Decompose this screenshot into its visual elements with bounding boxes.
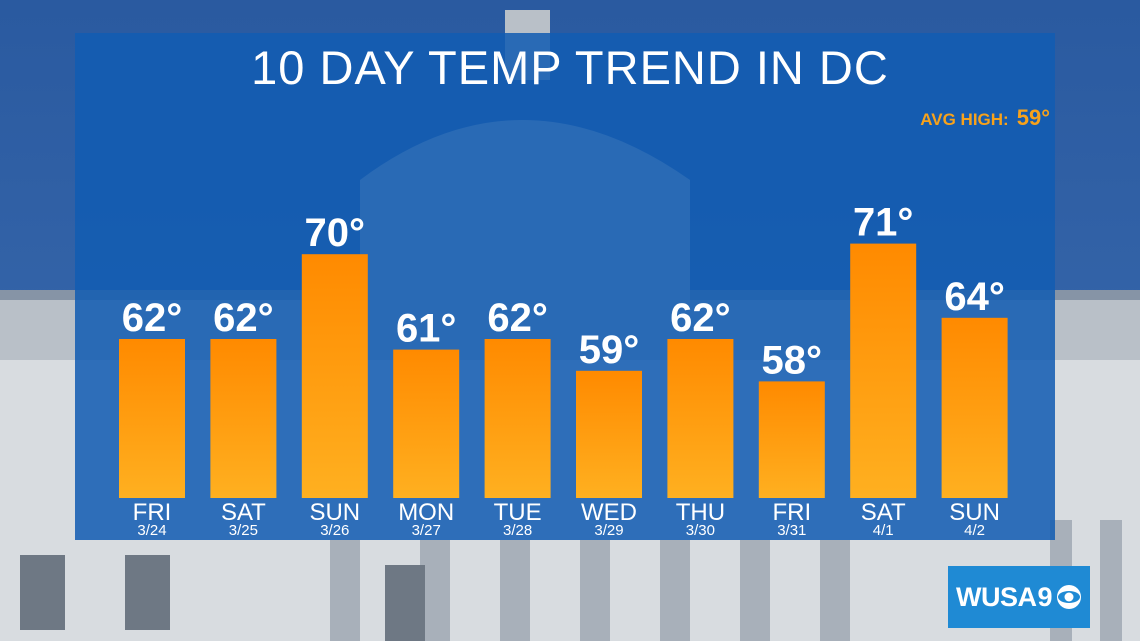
temp-value-label: 71° — [853, 201, 914, 245]
temp-value-label: 62° — [670, 296, 731, 340]
date-label: 3/29 — [594, 522, 623, 539]
temp-value-label: 61° — [396, 307, 457, 351]
date-label: 4/2 — [964, 522, 985, 539]
day-label: SAT — [861, 499, 906, 526]
date-label: 3/24 — [137, 522, 166, 539]
temp-bar — [393, 349, 460, 498]
avg-high-value: 59° — [1016, 105, 1050, 130]
day-label: FRI — [133, 499, 172, 526]
day-label: MON — [398, 499, 454, 526]
cbs-eye-icon — [1057, 585, 1082, 609]
date-label: 4/1 — [873, 522, 894, 539]
temp-bar — [941, 317, 1008, 498]
day-label: THU — [676, 499, 725, 526]
temp-bar — [119, 339, 185, 498]
temp-value-label: 59° — [579, 328, 640, 372]
day-label: WED — [581, 499, 637, 526]
temp-bar — [301, 254, 368, 498]
temp-value-label: 62° — [487, 296, 548, 340]
temp-value-label: 62° — [122, 296, 183, 340]
temp-bar — [758, 381, 825, 498]
date-label: 3/30 — [686, 522, 715, 539]
day-label: SUN — [949, 499, 1000, 526]
wusa9-logo: WUSA 9 — [948, 566, 1090, 628]
chart-title: 10 DAY TEMP TREND IN DC — [251, 41, 889, 94]
logo-text: WUSA — [955, 581, 1037, 612]
temp-value-label: 58° — [762, 338, 823, 382]
temp-bar — [850, 243, 917, 498]
temp-value-label: 62° — [213, 296, 274, 340]
date-label: 3/25 — [229, 522, 258, 539]
logo-number: 9 — [1037, 581, 1053, 612]
day-label: FRI — [772, 499, 811, 526]
temp-value-label: 70° — [305, 211, 366, 255]
temp-value-label: 64° — [944, 275, 1005, 319]
date-label: 3/31 — [777, 522, 806, 539]
avg-high-label: AVG HIGH: — [920, 110, 1009, 129]
date-label: 3/26 — [320, 522, 349, 539]
temp-bar — [667, 339, 734, 498]
day-label: SUN — [309, 499, 360, 526]
temp-bar — [576, 370, 642, 498]
temp-bar — [484, 339, 551, 498]
date-label: 3/27 — [412, 522, 441, 539]
day-label: TUE — [494, 499, 542, 526]
day-label: SAT — [221, 499, 266, 526]
date-label: 3/28 — [503, 522, 532, 539]
avg-high-readout: AVG HIGH: 59° — [920, 105, 1050, 131]
temp-bar — [210, 339, 277, 498]
